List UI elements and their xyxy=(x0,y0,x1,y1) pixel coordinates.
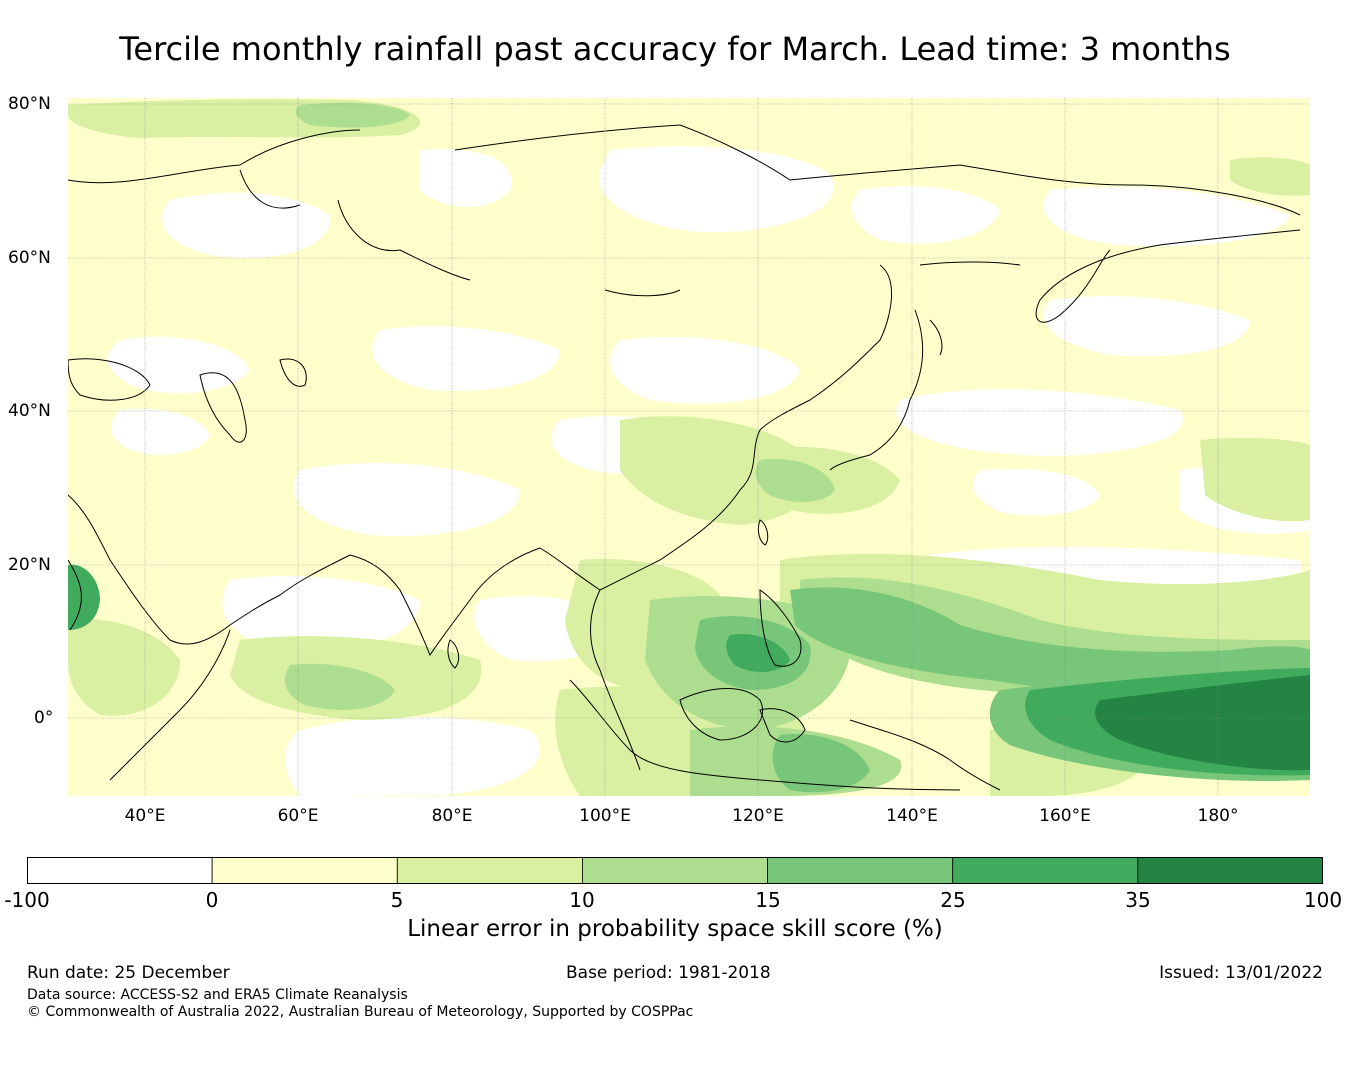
colorbar xyxy=(27,857,1323,884)
colorbar-tick: 35 xyxy=(1125,888,1151,912)
lon-label-60e: 60°E xyxy=(277,806,319,826)
colorbar-segment xyxy=(952,857,1139,884)
issued-date: Issued: 13/01/2022 xyxy=(1159,963,1323,983)
map-svg xyxy=(68,98,1310,796)
coastlines xyxy=(68,124,1301,791)
gridlines xyxy=(68,98,1310,796)
run-date: Run date: 25 December xyxy=(27,963,230,983)
colorbar-segment xyxy=(1137,857,1323,884)
skill-35-100-patches xyxy=(1095,675,1310,771)
lon-label-40e: 40°E xyxy=(124,806,166,826)
colorbar-tick: 25 xyxy=(940,888,966,912)
colorbar-tick: 15 xyxy=(755,888,781,912)
colorbar-tick: -100 xyxy=(4,888,50,912)
colorbar-segment xyxy=(211,857,398,884)
colorbar-tick: 10 xyxy=(569,888,595,912)
colorbar-segment xyxy=(396,857,583,884)
base-period: Base period: 1981-2018 xyxy=(566,963,771,983)
colorbar-border xyxy=(27,857,1323,884)
colorbar-tick: 100 xyxy=(1303,888,1343,912)
lat-label-0: 0° xyxy=(34,708,54,728)
lat-label-40n: 40°N xyxy=(8,401,51,421)
lon-label-100e: 100°E xyxy=(579,806,631,826)
lon-label-140e: 140°E xyxy=(886,806,938,826)
lon-label-80e: 80°E xyxy=(431,806,473,826)
colorbar-segment xyxy=(767,857,954,884)
copyright: © Commonwealth of Australia 2022, Austra… xyxy=(27,1004,694,1020)
chart-title: Tercile monthly rainfall past accuracy f… xyxy=(119,30,1231,68)
colorbar-tick: 0 xyxy=(205,888,219,912)
colorbar-tick: 5 xyxy=(390,888,404,912)
colorbar-segment xyxy=(582,857,768,884)
lon-label-180: 180° xyxy=(1197,806,1239,826)
lon-label-160e: 160°E xyxy=(1039,806,1091,826)
map-area: 80°N 60°N 40°N 20°N 0° 40°E 60°E 80°E 10… xyxy=(8,94,1310,826)
colorbar-segment xyxy=(27,857,213,884)
lat-label-60n: 60°N xyxy=(8,248,51,268)
lat-label-20n: 20°N xyxy=(8,555,51,575)
lon-label-120e: 120°E xyxy=(732,806,784,826)
data-source: Data source: ACCESS-S2 and ERA5 Climate … xyxy=(27,987,408,1003)
colorbar-label: Linear error in probability space skill … xyxy=(407,916,943,942)
lat-label-80n: 80°N xyxy=(8,94,51,114)
skill-field xyxy=(68,98,1310,796)
